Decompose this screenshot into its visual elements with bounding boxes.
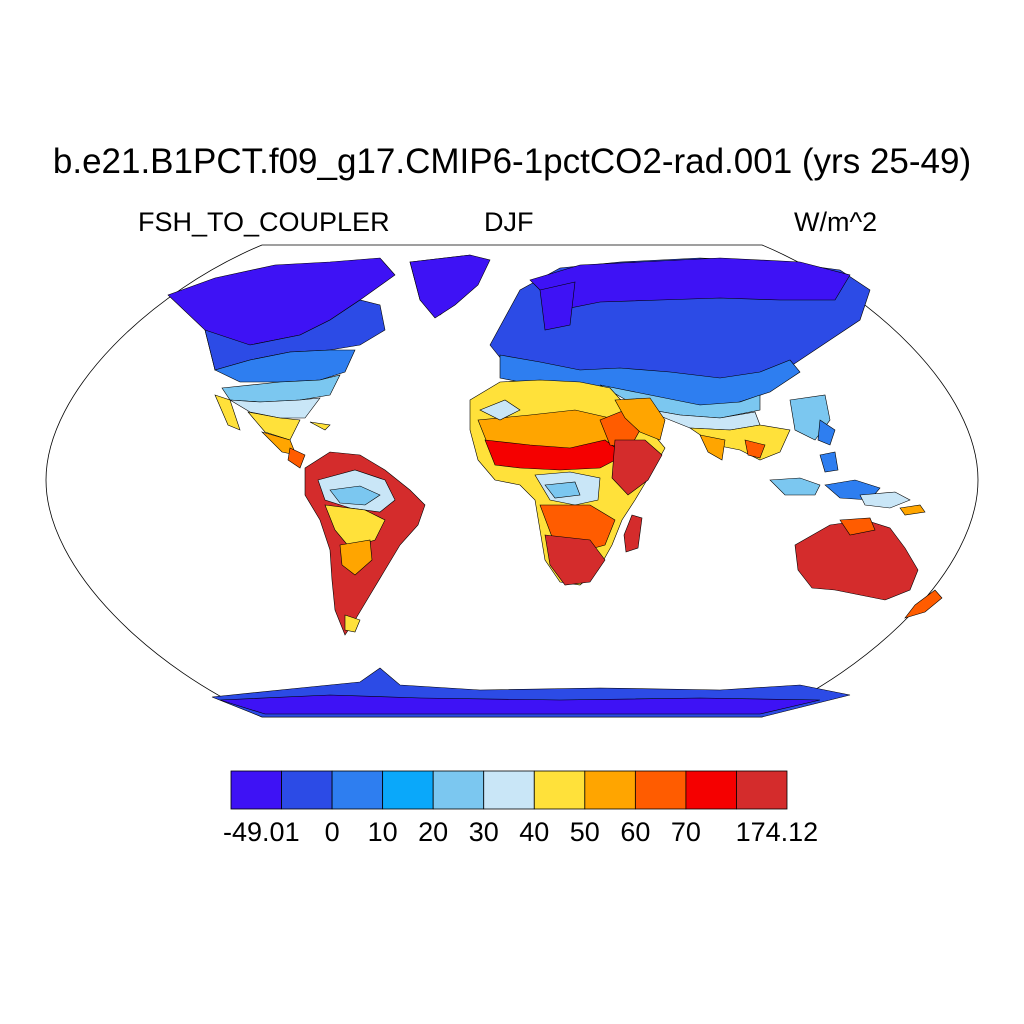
colorbar-tick-label: 30 [468, 817, 499, 847]
colorbar-swatch [281, 770, 333, 810]
madagascar [623, 514, 643, 553]
variable-label: FSH_TO_COUPLER [138, 207, 390, 237]
colorbar-swatch [432, 770, 485, 810]
colorbar-swatch [634, 770, 687, 810]
season-label: DJF [484, 207, 534, 237]
colorbar-swatch [685, 770, 737, 810]
south-america [304, 451, 426, 636]
colorbar-tick-label: 10 [367, 817, 398, 847]
colorbar [230, 770, 788, 810]
colorbar-tick-label: 50 [569, 817, 600, 847]
colorbar-swatch [483, 770, 535, 810]
colorbar-tick-label: 174.12 [735, 817, 819, 847]
colorbar-swatch [584, 770, 636, 810]
colorbar-tick-label: 0 [324, 817, 340, 847]
colorbar-swatch [331, 770, 384, 810]
colorbar-tick-label: 40 [519, 817, 550, 847]
colorbar-tick-label: 20 [418, 817, 449, 847]
arabia [614, 397, 666, 441]
colorbar-tick-label: 70 [670, 817, 701, 847]
maritime-southeast-asia [769, 451, 926, 516]
australia [794, 517, 919, 601]
figure-title: b.e21.B1PCT.f09_g17.CMIP6-1pctCO2-rad.00… [52, 142, 972, 181]
greenland [409, 254, 491, 319]
colorbar-swatch [736, 770, 788, 810]
colorbar-swatch [230, 770, 282, 810]
colorbar-swatch [382, 770, 434, 810]
africa [469, 379, 666, 586]
eurasia [489, 257, 871, 461]
new-zealand [904, 589, 943, 619]
antarctica [211, 667, 851, 718]
colorbar-swatch [533, 770, 586, 810]
colorbar-tick-label: 60 [620, 817, 651, 847]
units-label: W/m^2 [794, 207, 878, 237]
colorbar-tick-label: -49.01 [223, 817, 300, 847]
